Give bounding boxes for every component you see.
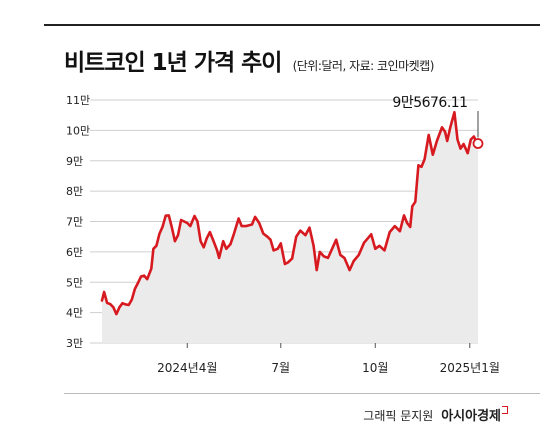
brand-name: 아시아경제 — [441, 409, 501, 424]
credit: 그래픽 문지원 아시아경제 — [363, 405, 508, 424]
top-rule — [44, 24, 540, 26]
credit-prefix: 그래픽 문지원 — [363, 409, 434, 423]
title-row: 비트코인 1년 가격 추이 (단위:달러, 자료: 코인마켓캡) — [64, 43, 434, 77]
y-tick-label: 8만 — [66, 185, 83, 198]
y-tick-label: 6만 — [66, 246, 83, 259]
y-tick-label: 11만 — [66, 94, 90, 107]
y-tick-label: 7만 — [66, 216, 83, 229]
footer-rule — [64, 393, 540, 394]
series-area — [102, 112, 478, 343]
x-tick-label: 2025년1월 — [440, 361, 500, 375]
y-tick-label: 9만 — [66, 155, 83, 168]
y-tick-label: 10만 — [66, 124, 90, 137]
brand-mark-icon — [502, 406, 508, 414]
y-tick-label: 4만 — [66, 307, 83, 320]
chart-title: 비트코인 1년 가격 추이 — [64, 50, 282, 76]
last-value-label: 9만5676.11 — [392, 95, 467, 111]
x-tick-label: 7월 — [271, 361, 290, 375]
x-tick-label: 10월 — [362, 361, 388, 375]
price-line — [100, 110, 480, 316]
y-tick-label: 5만 — [66, 276, 83, 289]
chart-subtitle: (단위:달러, 자료: 코인마켓캡) — [292, 59, 435, 73]
y-tick-label: 3만 — [66, 337, 83, 350]
last-point-marker — [472, 138, 484, 149]
x-tick-label: 2024년4월 — [157, 361, 217, 375]
